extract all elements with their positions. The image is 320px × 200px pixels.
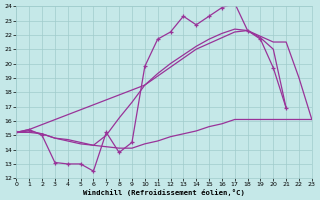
X-axis label: Windchill (Refroidissement éolien,°C): Windchill (Refroidissement éolien,°C) (83, 189, 245, 196)
